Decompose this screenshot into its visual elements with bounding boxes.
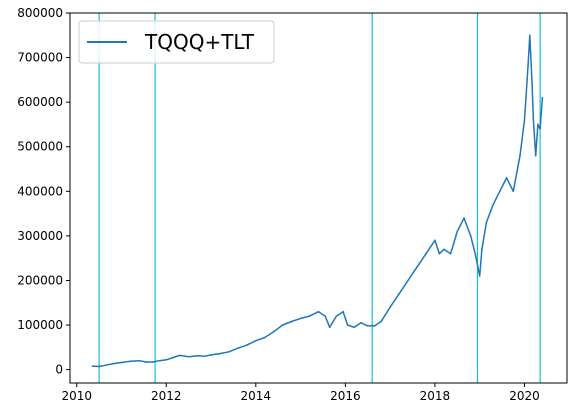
y-tick-label: 800000 (17, 6, 63, 20)
series-point (228, 350, 230, 353)
series-point (237, 347, 239, 350)
legend-label: TQQQ+TLT (144, 30, 255, 54)
series-point (255, 339, 257, 342)
series-point (172, 356, 174, 359)
series-point (398, 293, 400, 295)
series-point (456, 230, 459, 233)
series-point (443, 248, 445, 251)
legend: TQQQ+TLT (78, 20, 275, 64)
series-point (120, 361, 123, 364)
series-point (219, 352, 221, 355)
series-point (299, 317, 302, 320)
series-point (360, 322, 362, 324)
series-point (187, 355, 190, 358)
series-point (532, 119, 535, 121)
series-point (145, 361, 147, 363)
series-point (324, 315, 327, 317)
series-point (499, 190, 501, 193)
series-point (290, 320, 293, 323)
series-point (98, 365, 100, 368)
series-point (263, 336, 266, 339)
series-point (541, 96, 544, 99)
series-point (537, 123, 539, 126)
series-point (342, 310, 344, 313)
series-point (366, 325, 369, 327)
x-tick-label: 2020 (509, 389, 540, 403)
series-point (407, 279, 409, 282)
series-point (485, 221, 488, 224)
x-tick-label: 2014 (241, 389, 272, 403)
x-tick-label: 2016 (330, 389, 361, 403)
series-point (438, 252, 441, 255)
series-point (196, 355, 199, 357)
series-point (308, 315, 311, 317)
vertical-markers (98, 13, 541, 383)
x-tick-label: 2018 (420, 389, 451, 403)
series-point (416, 266, 418, 268)
series-point (281, 324, 284, 326)
series-point (529, 34, 531, 37)
y-tick-label: 600000 (17, 95, 63, 109)
series-point (474, 252, 477, 255)
series-point (449, 252, 452, 255)
series-point (129, 360, 132, 362)
series-point (346, 324, 349, 326)
y-tick-label: 0 (55, 363, 63, 377)
series-point (531, 83, 533, 86)
series-point (534, 154, 537, 157)
y-axis: 0 100000 200000 300000 400000 500000 600000 700… (17, 6, 70, 377)
series-point (105, 364, 107, 366)
series-point (328, 326, 331, 329)
x-tick-label: 2012 (151, 389, 182, 403)
y-tick-label: 400000 (17, 184, 63, 198)
series-point (353, 326, 356, 329)
series-point (519, 154, 521, 157)
series-point (527, 65, 529, 68)
y-tick-label: 700000 (17, 51, 63, 65)
series-point (165, 359, 168, 361)
series-point (317, 310, 320, 313)
series-point (492, 203, 494, 206)
series-point (512, 190, 515, 193)
series-point (272, 330, 275, 333)
series-point (380, 320, 382, 323)
plot-frame (69, 12, 568, 384)
series-point (523, 119, 526, 121)
y-tick-label: 300000 (17, 229, 63, 243)
x-axis: 2010 2012 2014 2016 2018 2020 (61, 383, 540, 403)
series-point (425, 252, 427, 255)
series-point (178, 354, 181, 357)
series-point (138, 359, 141, 362)
y-tick-label: 100000 (17, 318, 63, 332)
y-tick-label: 500000 (17, 140, 63, 154)
series-point (91, 365, 94, 367)
series-point (210, 354, 212, 356)
series-point (505, 177, 508, 179)
series-layer (91, 34, 544, 368)
x-tick-label: 2010 (61, 389, 92, 403)
series-point (158, 359, 161, 362)
series-point (469, 235, 472, 237)
series-point (481, 248, 483, 251)
series-point (434, 239, 436, 242)
series-point (203, 355, 206, 358)
series-point (373, 325, 376, 327)
series-point (478, 275, 481, 277)
series-point (539, 128, 541, 130)
series-point (463, 217, 465, 219)
series-point (389, 306, 391, 309)
series-point (152, 361, 154, 363)
series-point (246, 344, 248, 346)
series-point (111, 363, 114, 365)
y-tick-label: 200000 (17, 273, 63, 287)
legend-box (78, 20, 275, 64)
series-point (335, 315, 338, 317)
